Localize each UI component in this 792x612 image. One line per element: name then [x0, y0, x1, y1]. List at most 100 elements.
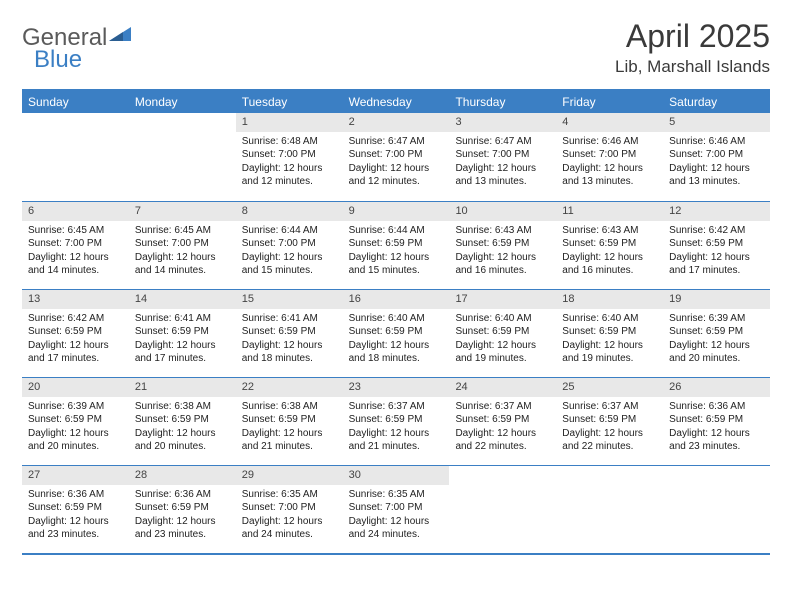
day-number: 13: [22, 290, 129, 309]
sunset-text: Sunset: 7:00 PM: [242, 501, 337, 515]
day-cell: 14Sunrise: 6:41 AMSunset: 6:59 PMDayligh…: [129, 290, 236, 377]
sunset-text: Sunset: 7:00 PM: [349, 501, 444, 515]
sunset-text: Sunset: 6:59 PM: [135, 501, 230, 515]
day-content: Sunrise: 6:44 AMSunset: 7:00 PMDaylight:…: [236, 221, 343, 284]
daylight-text: Daylight: 12 hours and 20 minutes.: [28, 427, 123, 454]
sunrise-text: Sunrise: 6:37 AM: [455, 400, 550, 414]
day-header-tuesday: Tuesday: [236, 91, 343, 113]
day-content: Sunrise: 6:45 AMSunset: 7:00 PMDaylight:…: [129, 221, 236, 284]
day-cell: 2Sunrise: 6:47 AMSunset: 7:00 PMDaylight…: [343, 113, 450, 201]
sunrise-text: Sunrise: 6:48 AM: [242, 135, 337, 149]
sunset-text: Sunset: 7:00 PM: [669, 148, 764, 162]
sunset-text: Sunset: 7:00 PM: [562, 148, 657, 162]
sunrise-text: Sunrise: 6:37 AM: [562, 400, 657, 414]
sunrise-text: Sunrise: 6:38 AM: [135, 400, 230, 414]
sunset-text: Sunset: 6:59 PM: [562, 325, 657, 339]
day-content: Sunrise: 6:45 AMSunset: 7:00 PMDaylight:…: [22, 221, 129, 284]
day-cell: 8Sunrise: 6:44 AMSunset: 7:00 PMDaylight…: [236, 202, 343, 289]
day-cell: [22, 113, 129, 201]
day-header-sunday: Sunday: [22, 91, 129, 113]
daylight-text: Daylight: 12 hours and 23 minutes.: [669, 427, 764, 454]
day-cell: 26Sunrise: 6:36 AMSunset: 6:59 PMDayligh…: [663, 378, 770, 465]
day-content: Sunrise: 6:46 AMSunset: 7:00 PMDaylight:…: [556, 132, 663, 195]
day-number: 21: [129, 378, 236, 397]
sunrise-text: Sunrise: 6:46 AM: [562, 135, 657, 149]
sunrise-text: Sunrise: 6:40 AM: [562, 312, 657, 326]
sunset-text: Sunset: 6:59 PM: [135, 325, 230, 339]
sunset-text: Sunset: 6:59 PM: [669, 413, 764, 427]
sunrise-text: Sunrise: 6:39 AM: [669, 312, 764, 326]
day-content: Sunrise: 6:43 AMSunset: 6:59 PMDaylight:…: [556, 221, 663, 284]
sunrise-text: Sunrise: 6:47 AM: [455, 135, 550, 149]
sunset-text: Sunset: 7:00 PM: [455, 148, 550, 162]
sunrise-text: Sunrise: 6:36 AM: [669, 400, 764, 414]
day-number: [663, 466, 770, 470]
weeks-container: 1Sunrise: 6:48 AMSunset: 7:00 PMDaylight…: [22, 113, 770, 553]
day-header-monday: Monday: [129, 91, 236, 113]
day-content: Sunrise: 6:41 AMSunset: 6:59 PMDaylight:…: [129, 309, 236, 372]
day-cell: 9Sunrise: 6:44 AMSunset: 6:59 PMDaylight…: [343, 202, 450, 289]
sunset-text: Sunset: 7:00 PM: [242, 237, 337, 251]
sunrise-text: Sunrise: 6:40 AM: [349, 312, 444, 326]
daylight-text: Daylight: 12 hours and 20 minutes.: [135, 427, 230, 454]
day-content: Sunrise: 6:42 AMSunset: 6:59 PMDaylight:…: [22, 309, 129, 372]
day-number: 7: [129, 202, 236, 221]
daylight-text: Daylight: 12 hours and 23 minutes.: [135, 515, 230, 542]
week-row: 1Sunrise: 6:48 AMSunset: 7:00 PMDaylight…: [22, 113, 770, 201]
day-cell: 24Sunrise: 6:37 AMSunset: 6:59 PMDayligh…: [449, 378, 556, 465]
day-number: 18: [556, 290, 663, 309]
sunrise-text: Sunrise: 6:43 AM: [562, 224, 657, 238]
day-number: 14: [129, 290, 236, 309]
day-cell: 15Sunrise: 6:41 AMSunset: 6:59 PMDayligh…: [236, 290, 343, 377]
sunrise-text: Sunrise: 6:41 AM: [242, 312, 337, 326]
day-cell: 25Sunrise: 6:37 AMSunset: 6:59 PMDayligh…: [556, 378, 663, 465]
day-cell: 1Sunrise: 6:48 AMSunset: 7:00 PMDaylight…: [236, 113, 343, 201]
sunset-text: Sunset: 6:59 PM: [669, 325, 764, 339]
sunrise-text: Sunrise: 6:38 AM: [242, 400, 337, 414]
day-number: 12: [663, 202, 770, 221]
day-cell: 3Sunrise: 6:47 AMSunset: 7:00 PMDaylight…: [449, 113, 556, 201]
sunset-text: Sunset: 6:59 PM: [669, 237, 764, 251]
daylight-text: Daylight: 12 hours and 19 minutes.: [455, 339, 550, 366]
sunrise-text: Sunrise: 6:42 AM: [669, 224, 764, 238]
day-cell: 5Sunrise: 6:46 AMSunset: 7:00 PMDaylight…: [663, 113, 770, 201]
day-number: 1: [236, 113, 343, 132]
sunrise-text: Sunrise: 6:45 AM: [135, 224, 230, 238]
daylight-text: Daylight: 12 hours and 17 minutes.: [135, 339, 230, 366]
day-content: Sunrise: 6:47 AMSunset: 7:00 PMDaylight:…: [449, 132, 556, 195]
week-row: 6Sunrise: 6:45 AMSunset: 7:00 PMDaylight…: [22, 201, 770, 289]
daylight-text: Daylight: 12 hours and 16 minutes.: [562, 251, 657, 278]
week-row: 27Sunrise: 6:36 AMSunset: 6:59 PMDayligh…: [22, 465, 770, 553]
logo-triangle-icon: [109, 20, 131, 48]
sunset-text: Sunset: 6:59 PM: [349, 325, 444, 339]
day-content: Sunrise: 6:39 AMSunset: 6:59 PMDaylight:…: [22, 397, 129, 460]
daylight-text: Daylight: 12 hours and 21 minutes.: [242, 427, 337, 454]
day-number: 28: [129, 466, 236, 485]
sunset-text: Sunset: 6:59 PM: [349, 237, 444, 251]
day-content: Sunrise: 6:47 AMSunset: 7:00 PMDaylight:…: [343, 132, 450, 195]
day-cell: 11Sunrise: 6:43 AMSunset: 6:59 PMDayligh…: [556, 202, 663, 289]
day-header-thursday: Thursday: [449, 91, 556, 113]
day-content: Sunrise: 6:35 AMSunset: 7:00 PMDaylight:…: [236, 485, 343, 548]
daylight-text: Daylight: 12 hours and 15 minutes.: [242, 251, 337, 278]
daylight-text: Daylight: 12 hours and 14 minutes.: [135, 251, 230, 278]
day-number: [129, 113, 236, 117]
day-content: Sunrise: 6:37 AMSunset: 6:59 PMDaylight:…: [343, 397, 450, 460]
day-cell: [129, 113, 236, 201]
day-number: 25: [556, 378, 663, 397]
day-content: Sunrise: 6:36 AMSunset: 6:59 PMDaylight:…: [22, 485, 129, 548]
month-title: April 2025: [615, 18, 770, 55]
sunrise-text: Sunrise: 6:46 AM: [669, 135, 764, 149]
day-number: 16: [343, 290, 450, 309]
day-content: Sunrise: 6:38 AMSunset: 6:59 PMDaylight:…: [129, 397, 236, 460]
day-content: Sunrise: 6:41 AMSunset: 6:59 PMDaylight:…: [236, 309, 343, 372]
logo-text-part2: Blue: [34, 46, 82, 73]
day-cell: [449, 466, 556, 553]
day-cell: 18Sunrise: 6:40 AMSunset: 6:59 PMDayligh…: [556, 290, 663, 377]
daylight-text: Daylight: 12 hours and 12 minutes.: [349, 162, 444, 189]
day-cell: 30Sunrise: 6:35 AMSunset: 7:00 PMDayligh…: [343, 466, 450, 553]
daylight-text: Daylight: 12 hours and 24 minutes.: [349, 515, 444, 542]
daylight-text: Daylight: 12 hours and 22 minutes.: [562, 427, 657, 454]
day-header-saturday: Saturday: [663, 91, 770, 113]
daylight-text: Daylight: 12 hours and 13 minutes.: [562, 162, 657, 189]
